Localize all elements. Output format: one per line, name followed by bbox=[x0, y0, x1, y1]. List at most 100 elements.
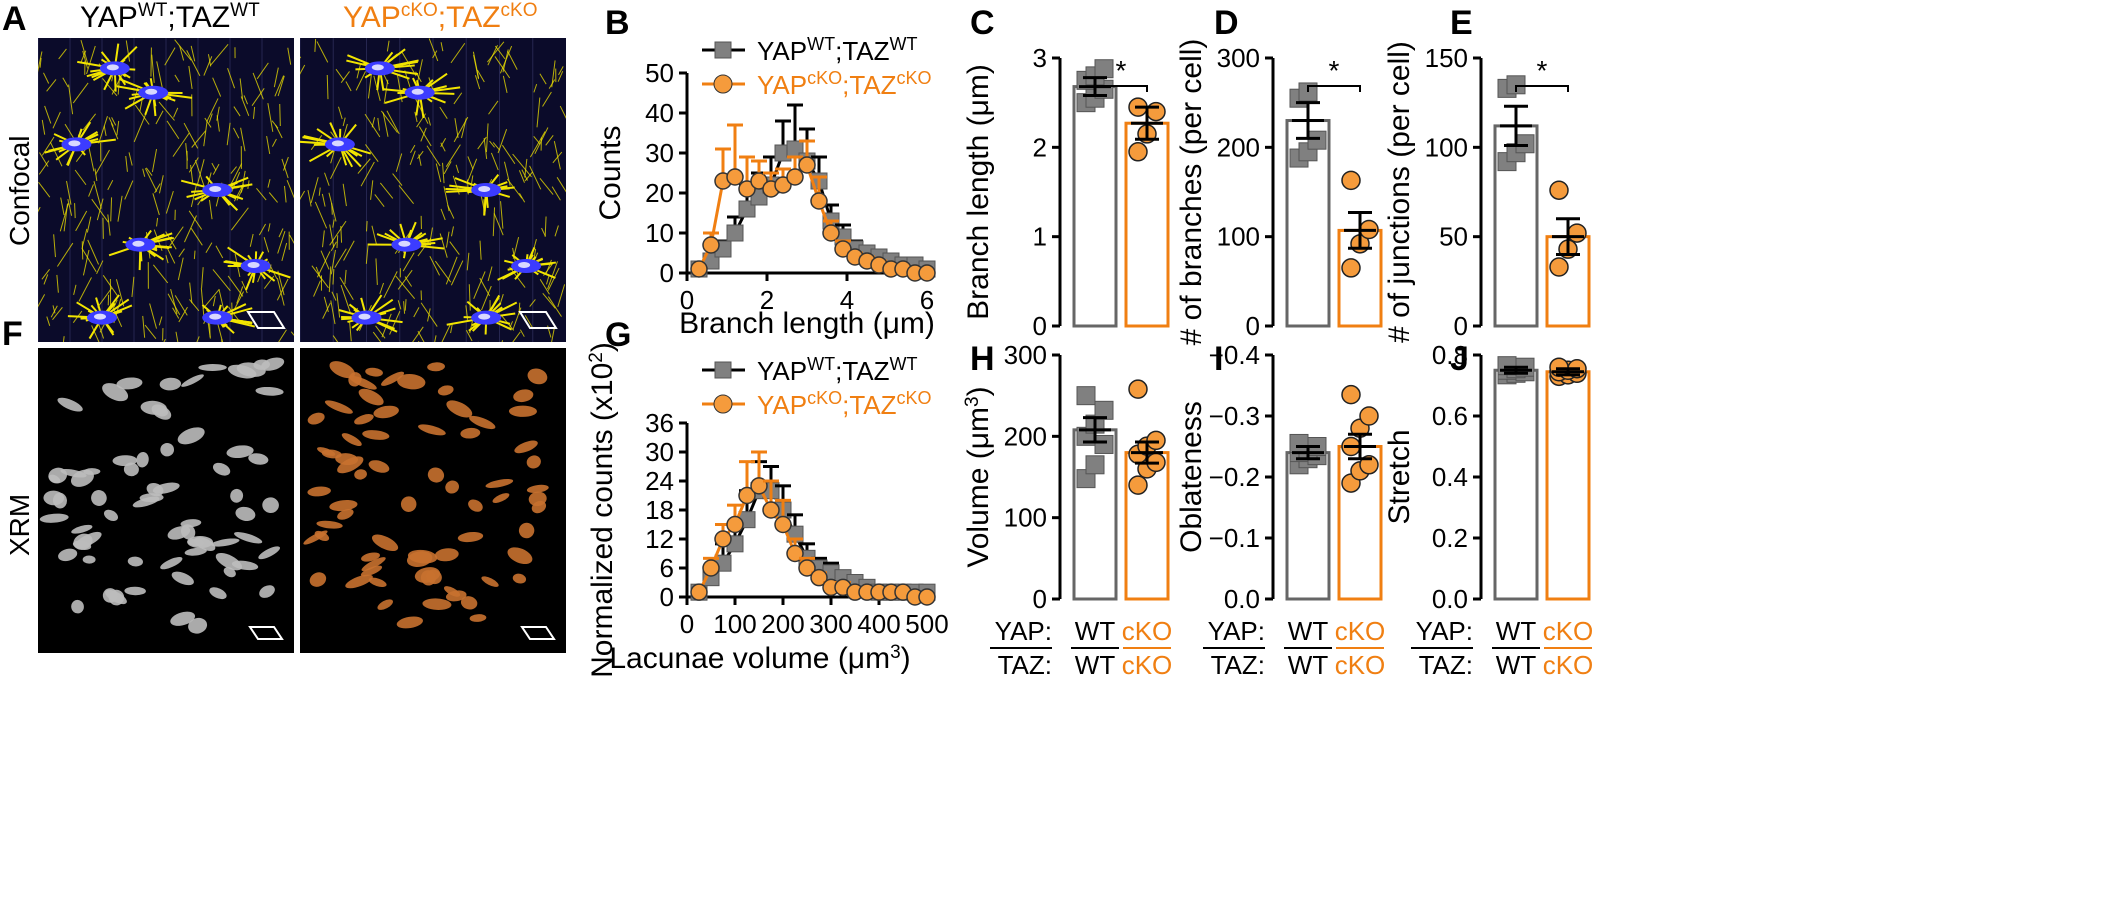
cell-process bbox=[499, 45, 513, 74]
data-point-cko bbox=[1558, 239, 1578, 259]
cell-process bbox=[554, 225, 559, 237]
bar-wt bbox=[1493, 368, 1539, 601]
data-point-wt bbox=[1076, 93, 1096, 113]
cell-process bbox=[208, 113, 213, 123]
cell-process bbox=[417, 59, 423, 82]
cell-process bbox=[133, 114, 147, 143]
lacuna bbox=[255, 386, 284, 396]
lacuna bbox=[341, 433, 362, 447]
cell-process bbox=[307, 189, 312, 207]
cell-process bbox=[277, 270, 285, 296]
cell-process bbox=[256, 62, 269, 80]
cell-process bbox=[173, 107, 179, 118]
cell-process bbox=[174, 39, 192, 61]
cell-process bbox=[91, 198, 109, 223]
lacuna bbox=[349, 375, 377, 390]
cell-process bbox=[342, 183, 347, 207]
lacuna bbox=[418, 424, 446, 436]
cell-process bbox=[174, 74, 180, 83]
group-label-wt: WT bbox=[1496, 616, 1537, 646]
data-point-cko bbox=[1341, 170, 1361, 191]
cell-process bbox=[314, 38, 317, 52]
cell-process bbox=[360, 161, 375, 187]
cell-process bbox=[233, 106, 241, 117]
data-point-wt bbox=[714, 554, 732, 572]
cell-process bbox=[357, 158, 371, 174]
cell-process bbox=[536, 97, 541, 128]
cell-process bbox=[518, 302, 521, 315]
data-point-cko bbox=[1341, 473, 1361, 493]
data-point-wt bbox=[1506, 359, 1526, 379]
cell-process bbox=[183, 122, 199, 149]
cell-process bbox=[340, 71, 350, 83]
cell-process bbox=[558, 66, 564, 76]
cell-process bbox=[102, 275, 118, 296]
cell-process bbox=[316, 251, 331, 278]
cell-process bbox=[212, 163, 220, 175]
lacuna bbox=[132, 496, 160, 508]
data-point-wt bbox=[786, 140, 804, 158]
cell-process bbox=[336, 293, 341, 318]
cell-process bbox=[342, 117, 346, 127]
group-label-cko: cKO bbox=[1122, 650, 1173, 680]
cell-process bbox=[205, 242, 213, 254]
cell-process bbox=[427, 117, 431, 126]
data-point-wt bbox=[834, 228, 852, 246]
lacuna bbox=[177, 427, 205, 445]
cell-process bbox=[506, 178, 523, 199]
cell-process bbox=[191, 130, 207, 148]
chart-G-y-tick-label: 12 bbox=[645, 524, 674, 554]
data-point-cko bbox=[1567, 223, 1587, 243]
cell-process bbox=[489, 140, 495, 148]
lacuna bbox=[74, 531, 102, 549]
lacuna bbox=[360, 565, 383, 577]
y-axis-label: # of junctions (per cell) bbox=[1383, 41, 1416, 343]
legend-marker-cko bbox=[713, 394, 733, 414]
cell-process bbox=[82, 50, 89, 69]
chart-D-y-tick-label: 300 bbox=[1217, 43, 1260, 73]
cell-process bbox=[427, 308, 431, 322]
cell-process bbox=[443, 186, 450, 212]
data-point-wt bbox=[1307, 130, 1327, 150]
cell-process bbox=[542, 292, 556, 309]
cell-process bbox=[300, 64, 306, 75]
data-point-cko bbox=[774, 176, 792, 194]
cell-process bbox=[324, 172, 330, 186]
cell-process bbox=[375, 325, 386, 339]
cell-process bbox=[46, 316, 51, 326]
data-point-cko bbox=[1137, 459, 1157, 479]
cell-process bbox=[268, 192, 278, 203]
nucleus bbox=[132, 240, 145, 247]
x-axis-label: Branch length (μm) bbox=[679, 307, 935, 340]
cell-process bbox=[41, 269, 50, 280]
bar-cko bbox=[1337, 445, 1383, 601]
x-tick-label: 6 bbox=[920, 285, 934, 315]
data-point-wt bbox=[1076, 469, 1096, 489]
nucleus bbox=[358, 313, 371, 320]
lacuna bbox=[337, 508, 354, 520]
lacuna bbox=[39, 513, 69, 523]
lacuna bbox=[60, 468, 87, 478]
data-point-wt bbox=[750, 482, 768, 500]
chart-E-y-tick-label: 0 bbox=[1454, 311, 1468, 341]
cell-process bbox=[158, 316, 163, 326]
lacuna bbox=[181, 374, 204, 387]
data-point-wt bbox=[798, 549, 816, 567]
data-point-cko bbox=[1341, 258, 1361, 278]
xrm-image-cko bbox=[300, 348, 566, 653]
cell-process bbox=[477, 69, 485, 83]
chart-D-y-tick-label: 0 bbox=[1246, 311, 1260, 341]
cell-process bbox=[38, 51, 43, 73]
lacuna bbox=[460, 427, 481, 439]
cell-process bbox=[145, 167, 153, 176]
data-point-cko bbox=[762, 501, 780, 519]
data-point-wt bbox=[1307, 437, 1327, 456]
cell-process bbox=[547, 267, 560, 291]
data-point-cko bbox=[918, 264, 936, 282]
chart-I: 0.0 −0.1 −0.2 −0.3 −0.4 Oblateness bbox=[1175, 340, 1383, 614]
chart-E-y-tick-label: 100 bbox=[1425, 132, 1468, 162]
cell-process bbox=[409, 150, 416, 166]
cell-process bbox=[330, 249, 336, 275]
cell-process bbox=[41, 119, 46, 135]
cell-process bbox=[86, 45, 96, 75]
